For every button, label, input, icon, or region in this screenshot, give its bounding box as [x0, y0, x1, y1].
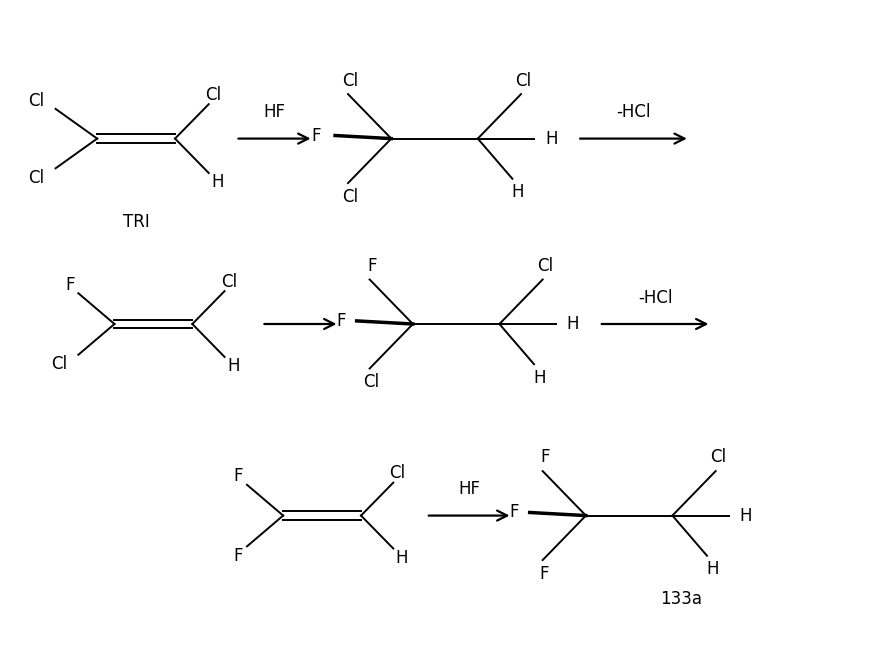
- Text: Cl: Cl: [51, 355, 67, 373]
- Text: H: H: [705, 561, 718, 579]
- Text: HF: HF: [458, 480, 479, 498]
- Text: F: F: [540, 448, 550, 467]
- Text: Cl: Cl: [389, 465, 405, 482]
- Text: Cl: Cl: [29, 168, 45, 187]
- Text: H: H: [211, 173, 224, 191]
- Text: Cl: Cl: [536, 257, 552, 275]
- Text: -HCl: -HCl: [637, 289, 671, 307]
- Text: HF: HF: [263, 103, 285, 121]
- Text: F: F: [65, 275, 74, 294]
- Text: TRI: TRI: [122, 213, 149, 231]
- Text: F: F: [509, 503, 519, 522]
- Text: Cl: Cl: [29, 93, 45, 110]
- Text: H: H: [510, 183, 523, 202]
- Text: F: F: [367, 257, 376, 275]
- Text: 133a: 133a: [659, 590, 701, 608]
- Text: F: F: [336, 312, 345, 330]
- Text: F: F: [311, 126, 320, 145]
- Text: F: F: [539, 564, 549, 583]
- Text: -HCl: -HCl: [616, 103, 650, 121]
- Text: H: H: [566, 315, 578, 333]
- Text: H: H: [395, 549, 408, 567]
- Text: Cl: Cl: [342, 188, 358, 205]
- Text: Cl: Cl: [221, 273, 237, 291]
- Text: F: F: [233, 547, 243, 564]
- Text: H: H: [227, 357, 240, 375]
- Text: F: F: [233, 467, 243, 485]
- Text: H: H: [532, 369, 544, 387]
- Text: H: H: [544, 130, 557, 148]
- Text: Cl: Cl: [515, 71, 531, 89]
- Text: Cl: Cl: [710, 448, 726, 467]
- Text: Cl: Cl: [205, 86, 221, 104]
- Text: Cl: Cl: [363, 373, 379, 391]
- Text: H: H: [738, 507, 751, 525]
- Text: Cl: Cl: [342, 71, 358, 89]
